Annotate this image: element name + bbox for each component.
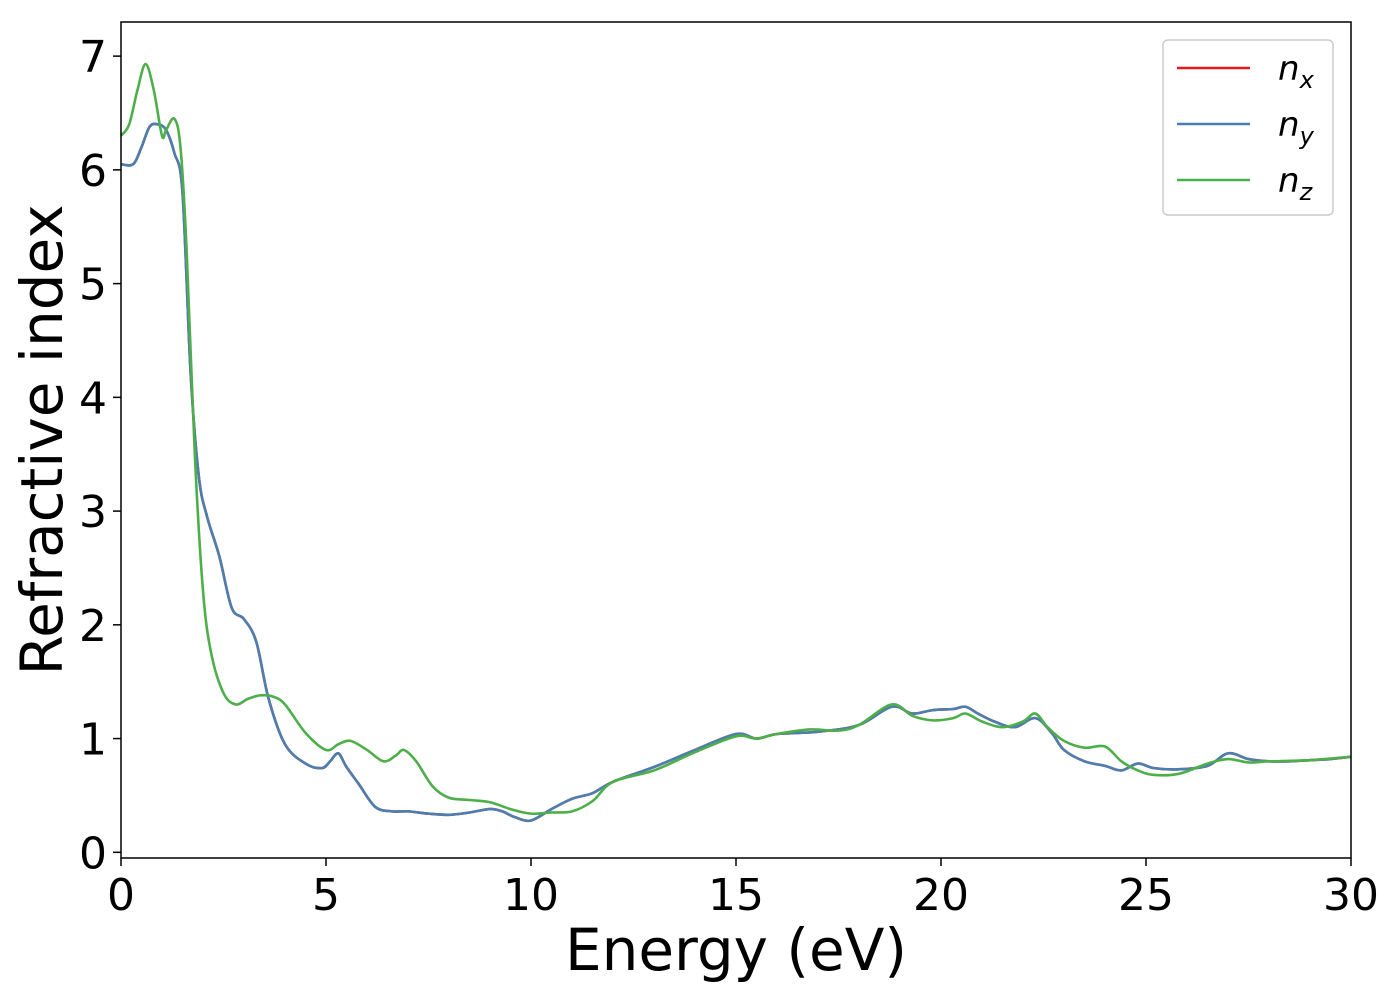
y-tick-label: 1: [79, 715, 107, 766]
y-tick-label: 3: [79, 487, 107, 538]
y-tick-label: 6: [79, 146, 107, 197]
legend-label-y: ny: [1278, 105, 1315, 150]
x-tick-label: 5: [312, 870, 340, 921]
series-line-y: [120, 122, 1352, 823]
legend-items: nx ny nz: [1177, 49, 1315, 206]
x-axis: 0 5 10 15 20 25 30: [107, 858, 1379, 921]
legend-label-z: nz: [1278, 161, 1314, 206]
y-tick-label: 5: [79, 260, 107, 311]
x-tick-label: 10: [503, 870, 559, 921]
x-tick-label: 30: [1323, 870, 1379, 921]
x-tick-label: 25: [1118, 870, 1174, 921]
y-tick-label: 4: [79, 373, 107, 424]
x-tick-label: 0: [107, 870, 135, 921]
series-line-z: [119, 62, 1352, 816]
y-axis: 0 1 2 3 4 5 6 7: [79, 32, 121, 879]
y-tick-label: 2: [79, 601, 107, 652]
legend-box: [1162, 39, 1334, 216]
x-tick-label: 15: [708, 870, 764, 921]
x-tick-label: 20: [913, 870, 969, 921]
series-layer: [119, 62, 1352, 823]
x-axis-label: Energy (eV): [565, 916, 907, 984]
y-axis-label: Refractive index: [8, 204, 76, 675]
y-tick-label: 0: [79, 828, 107, 879]
legend: nx ny nz: [1162, 39, 1334, 216]
plot-background: [121, 22, 1351, 858]
y-tick-label: 7: [79, 32, 107, 83]
legend-label-x: nx: [1278, 49, 1315, 94]
